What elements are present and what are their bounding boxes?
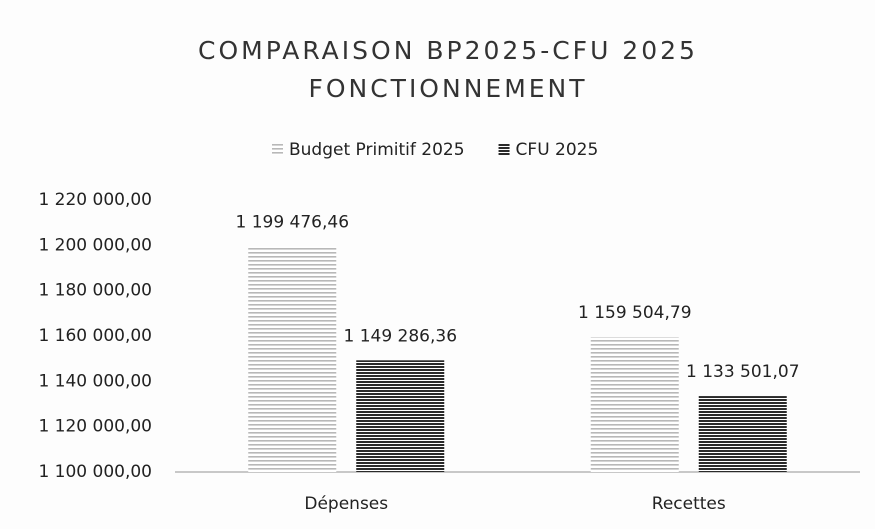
legend-label: Budget Primitif 2025 xyxy=(289,140,465,160)
value-label: 1 133 501,07 xyxy=(686,362,800,382)
chart-title: COMPARAISON BP2025-CFU 2025 xyxy=(198,36,698,65)
y-tick-label: 1 140 000,00 xyxy=(38,371,152,391)
y-tick-label: 1 160 000,00 xyxy=(38,326,152,346)
x-tick-label: Recettes xyxy=(652,494,726,514)
value-label: 1 149 286,36 xyxy=(343,326,457,346)
x-tick-label: Dépenses xyxy=(304,494,388,514)
value-label: 1 199 476,46 xyxy=(235,213,349,233)
y-tick-label: 1 200 000,00 xyxy=(38,235,152,255)
bar xyxy=(356,360,445,472)
y-tick-label: 1 100 000,00 xyxy=(38,462,152,482)
legend-swatch xyxy=(272,144,283,155)
chart-title: FONCTIONNEMENT xyxy=(308,74,587,103)
y-tick-label: 1 180 000,00 xyxy=(38,281,152,301)
value-label: 1 159 504,79 xyxy=(578,303,692,323)
legend-label: CFU 2025 xyxy=(516,140,599,160)
bar xyxy=(590,337,679,472)
y-tick-label: 1 220 000,00 xyxy=(38,190,152,210)
legend-swatch xyxy=(498,144,510,155)
bar xyxy=(698,396,787,472)
bar xyxy=(248,246,337,472)
y-tick-label: 1 120 000,00 xyxy=(38,417,152,437)
